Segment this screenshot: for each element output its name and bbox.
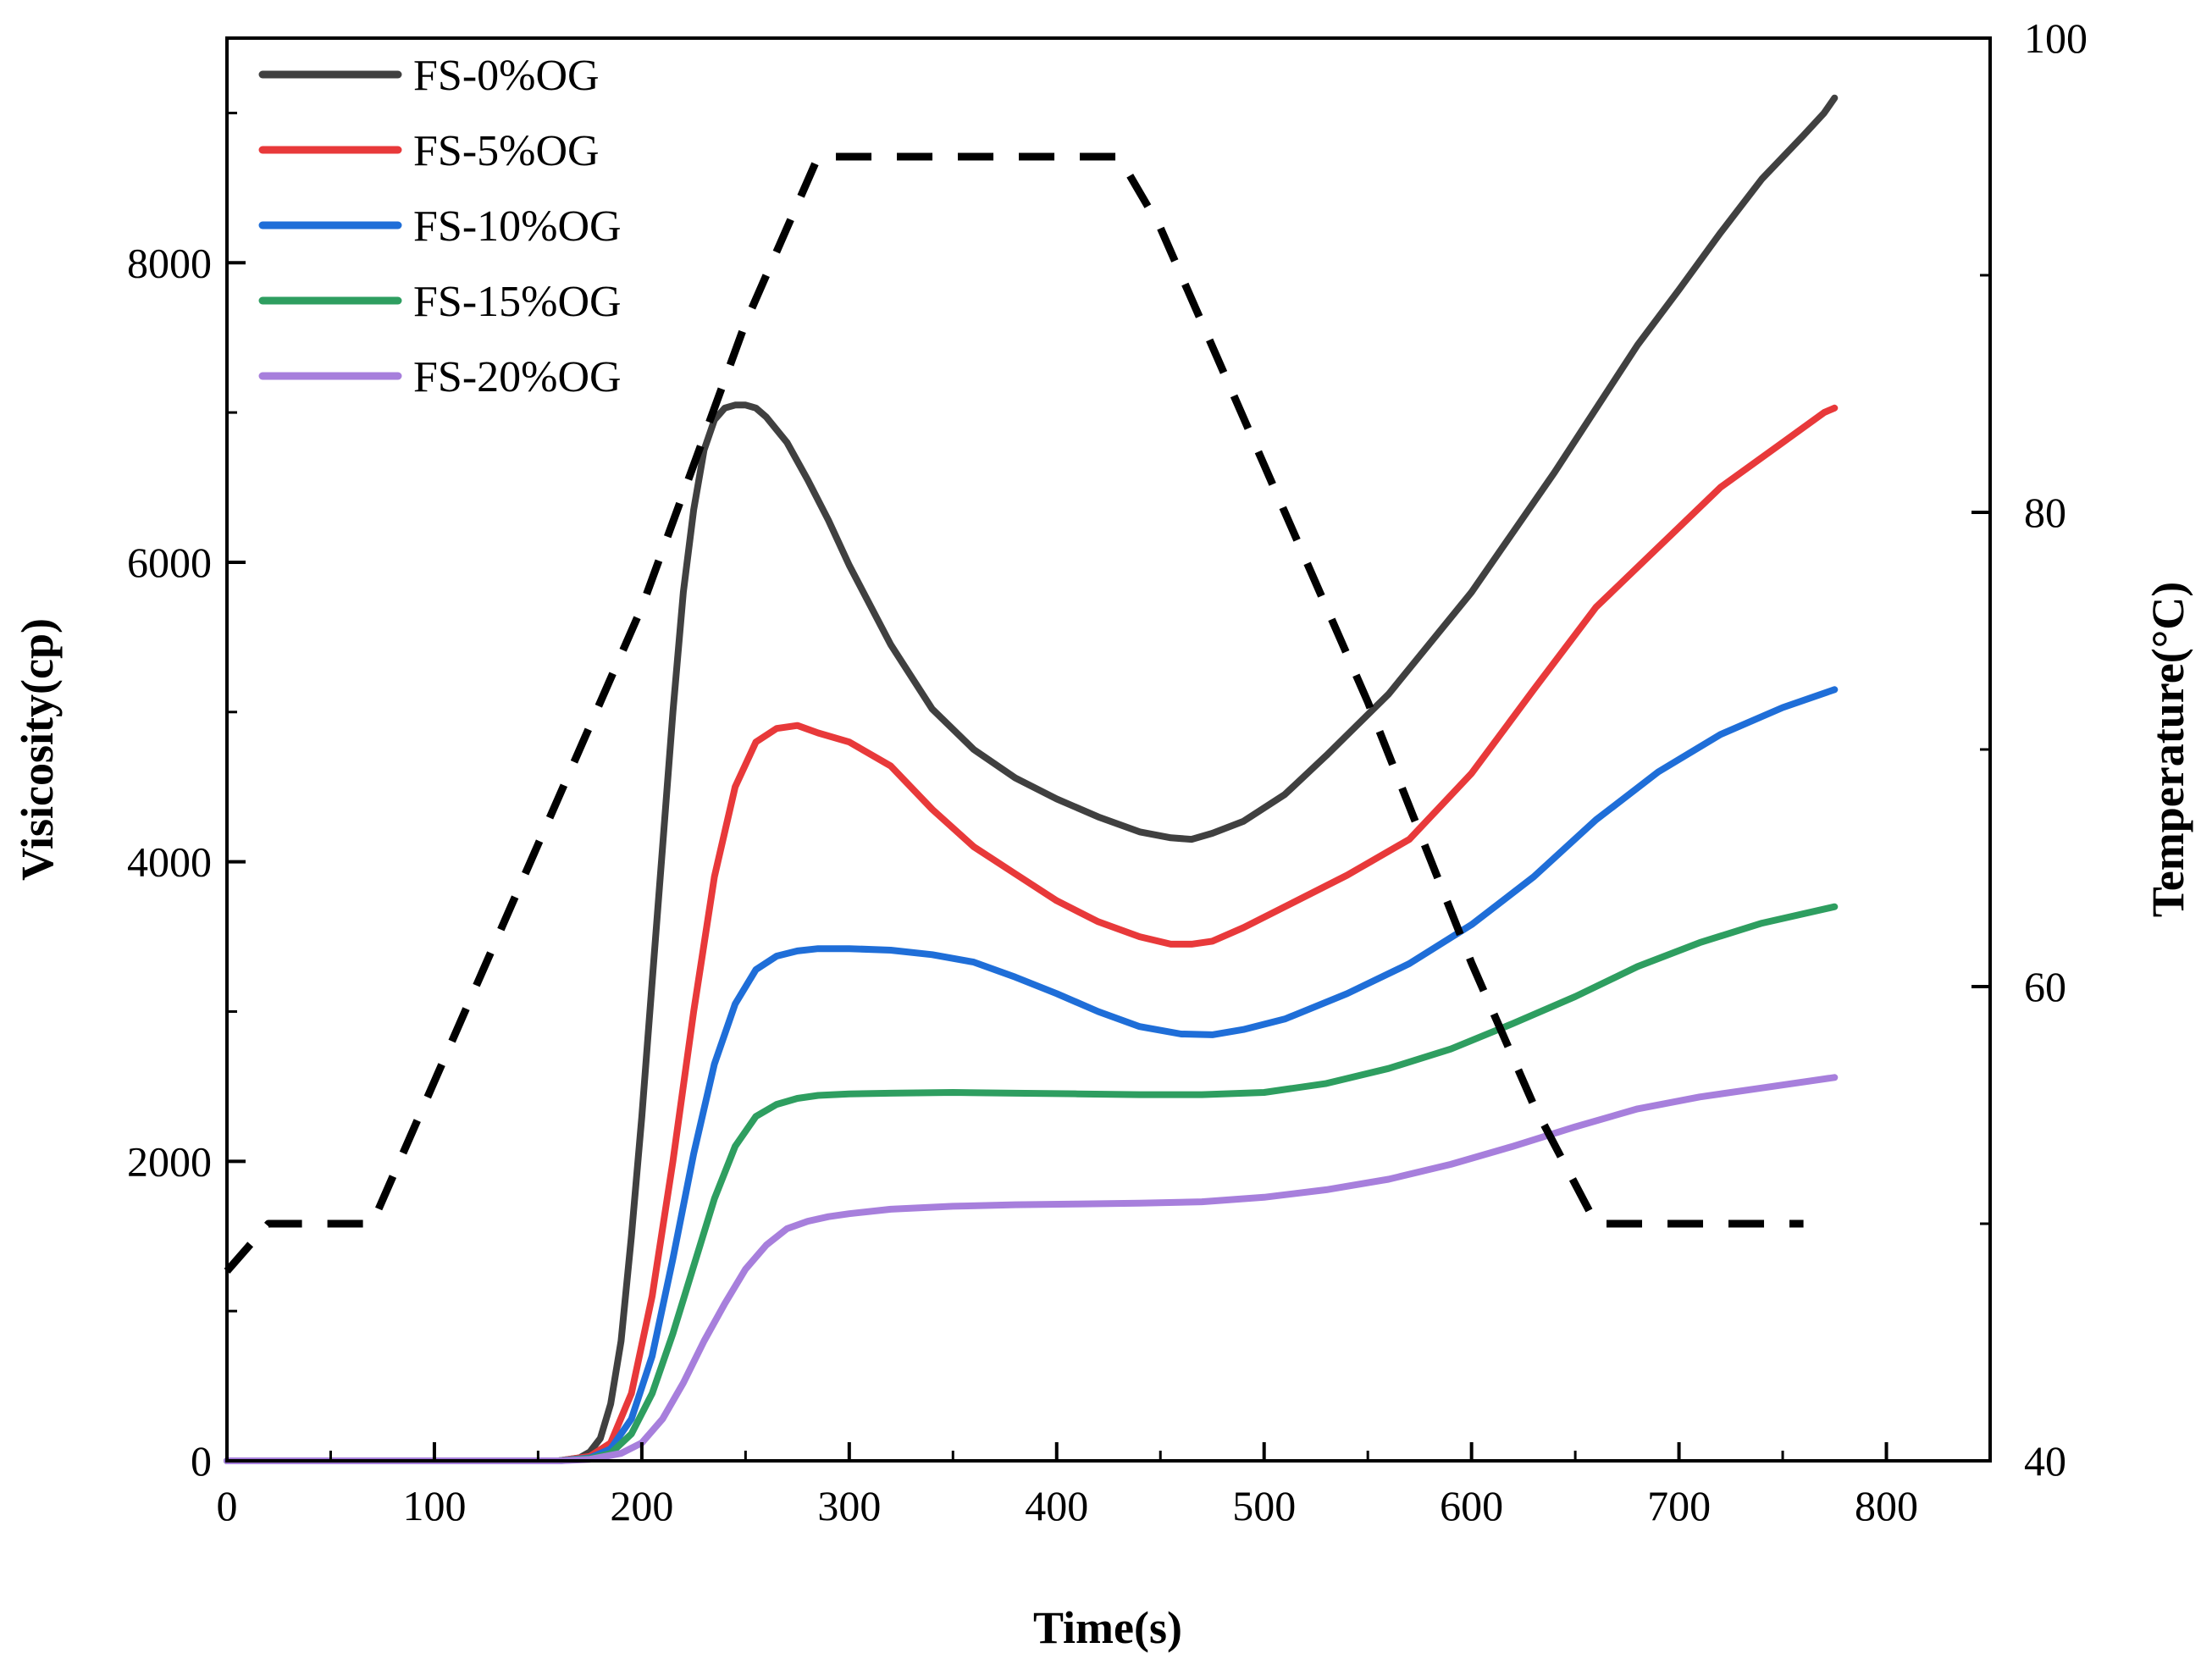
x-tick-label: 400: [1025, 1482, 1088, 1529]
x-axis: 0 100 200 300 400 500 600 700 800: [217, 1442, 1918, 1529]
x-tick-label: 500: [1232, 1482, 1296, 1529]
y-tick-label: 6000: [127, 539, 212, 586]
series-line-fs-10-og: [224, 686, 1839, 1464]
legend-label-fs-15-og: FS-15%OG: [413, 278, 622, 326]
y-tick-label: 4000: [127, 838, 212, 886]
x-tick-label: 200: [610, 1482, 673, 1529]
series-line-fs-0-og: [224, 94, 1839, 1464]
plot-frame: [225, 36, 1992, 1463]
series-line-fs-20-og: [224, 1074, 1839, 1464]
y2-tick-label: 100: [2024, 14, 2088, 62]
series-layer: [224, 94, 1839, 1464]
x-tick-label: 700: [1647, 1482, 1711, 1529]
y-axis-left: 0 2000 4000 6000 8000: [127, 111, 246, 1485]
legend: FS-0%OG FS-5%OG FS-10%OG FS-15%OG FS-20%OG: [258, 52, 622, 401]
legend-label-fs-10-og: FS-10%OG: [413, 202, 622, 251]
legend-label-fs-0-og: FS-0%OG: [413, 52, 600, 100]
series-line-fs-5-og: [224, 404, 1839, 1464]
y-tick-label: 0: [191, 1437, 212, 1485]
x-tick-label: 100: [402, 1482, 466, 1529]
x-axis-title: Time(s): [1033, 1602, 1182, 1653]
x-tick-label: 600: [1440, 1482, 1503, 1529]
series-line-temperature: [224, 152, 1804, 1274]
x-tick-label: 0: [217, 1482, 238, 1529]
y-tick-label: 8000: [127, 239, 212, 286]
series-line-fs-15-og: [224, 903, 1839, 1464]
y2-tick-label: 60: [2024, 963, 2066, 1010]
y-axis-right: 40 60 80 100: [1971, 14, 2088, 1485]
y-tick-label: 2000: [127, 1137, 212, 1185]
y-axis-title: Visicosity(cp): [12, 618, 63, 881]
y2-tick-label: 40: [2024, 1437, 2066, 1485]
x-tick-label: 300: [817, 1482, 881, 1529]
legend-label-fs-5-og: FS-5%OG: [413, 127, 600, 175]
x-tick-label: 800: [1855, 1482, 1918, 1529]
legend-label-fs-20-og: FS-20%OG: [413, 353, 622, 401]
y2-axis-title: Temperature(°C): [2143, 582, 2193, 918]
y2-tick-label: 80: [2024, 489, 2066, 536]
